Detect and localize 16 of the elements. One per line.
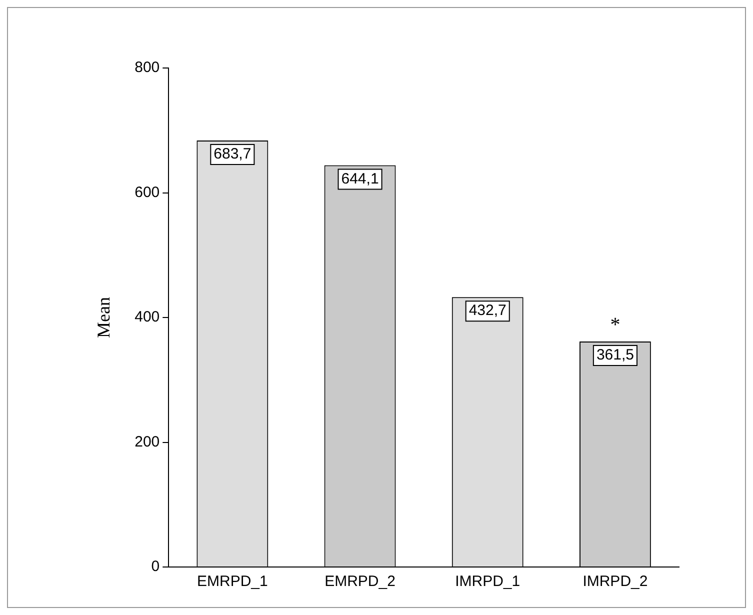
data-label: 361,5 xyxy=(596,346,634,364)
data-label: 644,1 xyxy=(341,170,379,188)
y-tick-label: 200 xyxy=(134,433,160,450)
y-tick-label: 0 xyxy=(151,558,160,576)
chart-frame: Mean EMRPD_1 EMRPD_2 IMRPD_1 IMRPD_2 0 200 400 600 800 683,7 644,1 432,7 361,5 * xyxy=(7,7,746,608)
x-tick-label: EMRPD_1 xyxy=(196,573,268,590)
data-label: 683,7 xyxy=(214,146,252,163)
data-label: 432,7 xyxy=(468,302,506,320)
x-tick-label: EMRPD_2 xyxy=(324,573,396,590)
annotation: * xyxy=(610,314,620,336)
y-tick-label: 400 xyxy=(134,308,160,326)
x-tick-label: IMRPD_1 xyxy=(455,573,520,590)
y-tick-label: 800 xyxy=(134,59,160,76)
y-axis-title: Mean xyxy=(94,297,114,338)
y-tick-label: 600 xyxy=(134,184,160,201)
x-tick-label: IMRPD_2 xyxy=(582,573,648,590)
